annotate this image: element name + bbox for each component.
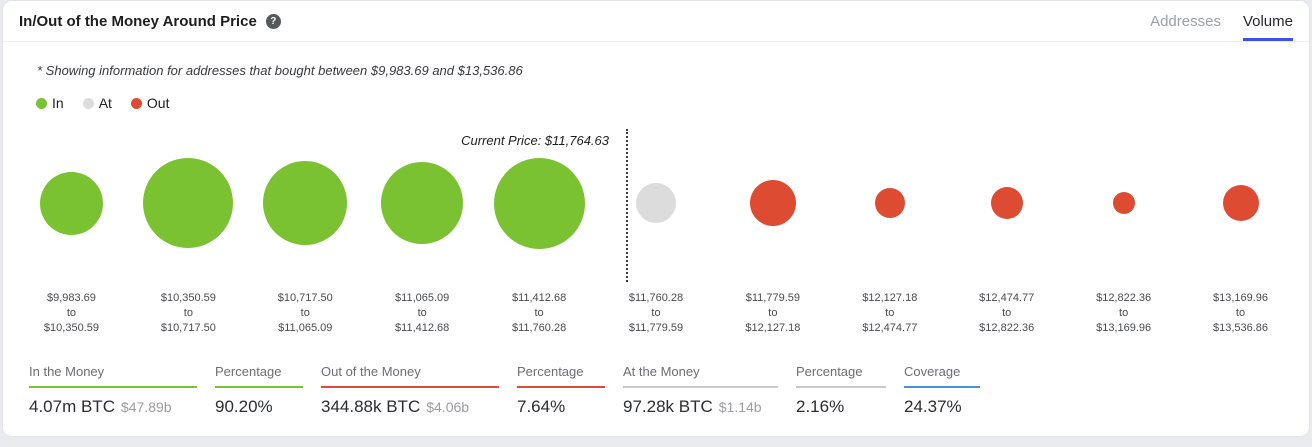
bubble-slot (493, 127, 585, 279)
bubble-out[interactable] (1222, 185, 1259, 221)
legend-dot-icon (130, 97, 142, 109)
price-range-label: $12,474.77 to $12,822.36 (979, 292, 1035, 334)
bubble-chart: Current Price: $11,764.63 $9,983.69 to $10… (3, 127, 1309, 336)
stat-label: Percentage (796, 364, 886, 388)
bubble-slot (635, 127, 676, 279)
bubble-out[interactable] (1112, 192, 1135, 214)
price-range-label: $9,983.69 to $10,350.59 (43, 292, 99, 334)
stat-value: 97.28k BTC $1.14b (623, 397, 762, 416)
bubble-out[interactable] (990, 187, 1023, 219)
stat-at-the-money: At the Money 97.28k BTC $1.14b (623, 364, 778, 417)
stat-coverage: Coverage 24.37% (904, 364, 980, 417)
legend-item-at[interactable]: At (82, 95, 112, 111)
bubble-columns: $9,983.69 to $10,350.59 $10,350.59 to $10,717… (3, 127, 1309, 336)
disclaimer-note: * Showing information for addresses that… (37, 63, 523, 78)
stat-label: Coverage (904, 364, 980, 388)
in-out-money-widget: In/Out of the Money Around Price ? Addre… (2, 0, 1310, 437)
tab-bar: Addresses Volume (1150, 1, 1293, 41)
stat-label: Percentage (517, 364, 605, 388)
stat-out-of-the-money: Out of the Money 344.88k BTC $4.06b (321, 364, 499, 417)
legend-label: In (52, 95, 64, 111)
legend-label: At (98, 95, 112, 111)
price-range-label: $11,760.28 to $11,779.59 (628, 292, 684, 334)
bubble-column: $10,350.59 to $10,717.50 (130, 127, 247, 336)
price-range-label: $12,127.18 to $12,474.77 (862, 292, 918, 334)
stat-value: 90.20% (215, 397, 273, 416)
bubble-column: $13,169.96 to $13,536.86 (1182, 127, 1299, 336)
bubble-slot (143, 127, 234, 279)
legend-dot-icon (36, 97, 47, 109)
bubble-column: $10,717.50 to $11,065.09 (247, 127, 364, 336)
stat-label: Out of the Money (321, 364, 499, 388)
stat-value: 4.07m BTC $47.89b (29, 397, 172, 416)
bubble-slot (1222, 127, 1259, 279)
stat-label: In the Money (29, 364, 197, 388)
legend-label: Out (146, 95, 170, 111)
bubble-slot (1112, 127, 1135, 279)
stat-subvalue: $1.14b (718, 399, 762, 415)
stat-value: 24.37% (904, 397, 962, 416)
bubble-out[interactable] (874, 188, 905, 218)
price-range-label: $11,065.09 to $11,412.68 (395, 292, 450, 334)
bubble-slot (39, 127, 103, 279)
legend: In At Out (36, 95, 1309, 111)
bubble-in[interactable] (263, 161, 348, 245)
bubble-column: $11,412.68 to $11,760.28 (481, 127, 598, 336)
price-range-label: $11,779.59 to $12,127.18 (745, 292, 801, 334)
legend-item-in[interactable]: In (36, 95, 64, 111)
bubble-at[interactable] (635, 183, 676, 223)
stat-label: Percentage (215, 364, 303, 388)
bubble-slot (263, 127, 348, 279)
price-range-label: $12,822.36 to $13,169.96 (1096, 292, 1152, 334)
stats-row: In the Money 4.07m BTC $47.89b Percentage 90… (29, 364, 1309, 417)
legend-dot-icon (82, 97, 94, 109)
page-title: In/Out of the Money Around Price (19, 12, 257, 30)
bubble-out[interactable] (749, 180, 796, 226)
bubble-in[interactable] (143, 158, 234, 248)
bubble-slot (381, 127, 464, 279)
bubble-in[interactable] (39, 171, 103, 235)
bubble-slot (990, 127, 1023, 279)
bubble-column: $11,779.59 to $12,127.18 (714, 127, 831, 336)
stat-percentage: Percentage 90.20% (215, 364, 303, 417)
bubble-in[interactable] (493, 157, 585, 249)
price-range-label: $13,169.96 to $13,536.86 (1212, 292, 1269, 334)
tab-addresses[interactable]: Addresses (1150, 12, 1221, 30)
bubble-in[interactable] (381, 162, 464, 244)
legend-item-out[interactable]: Out (130, 95, 170, 111)
stat-subvalue: $4.06b (426, 399, 470, 415)
current-price-label: Current Price: $11,764.63 (461, 133, 609, 148)
bubble-column: $12,127.18 to $12,474.77 (831, 127, 948, 336)
bubble-column: $11,065.09 to $11,412.68 (364, 127, 481, 336)
stat-label: At the Money (623, 364, 778, 388)
stat-subvalue: $47.89b (120, 399, 172, 415)
price-range-label: $11,412.68 to $11,760.28 (511, 292, 567, 334)
bubble-column: $11,760.28 to $11,779.59 (598, 127, 715, 336)
stat-percentage: Percentage 2.16% (796, 364, 886, 417)
help-icon[interactable]: ? (265, 13, 281, 29)
stat-value: 2.16% (796, 397, 845, 416)
current-price-line (626, 129, 628, 282)
bubble-column: $12,474.77 to $12,822.36 (948, 127, 1065, 336)
stat-value: 7.64% (517, 397, 566, 416)
stat-value: 344.88k BTC $4.06b (321, 397, 470, 416)
bubble-column: $9,983.69 to $10,350.59 (13, 127, 130, 336)
bubble-column: $12,822.36 to $13,169.96 (1065, 127, 1182, 336)
stat-percentage: Percentage 7.64% (517, 364, 605, 417)
stat-in-the-money: In the Money 4.07m BTC $47.89b (29, 364, 197, 417)
tab-volume[interactable]: Volume (1242, 1, 1293, 41)
title-wrap: In/Out of the Money Around Price ? (19, 1, 281, 41)
bubble-slot (874, 127, 905, 279)
price-range-label: $10,717.50 to $11,065.09 (277, 292, 333, 334)
bubble-slot (749, 127, 796, 279)
widget-header: In/Out of the Money Around Price ? Addre… (3, 1, 1309, 42)
price-range-label: $10,350.59 to $10,717.50 (160, 292, 216, 334)
